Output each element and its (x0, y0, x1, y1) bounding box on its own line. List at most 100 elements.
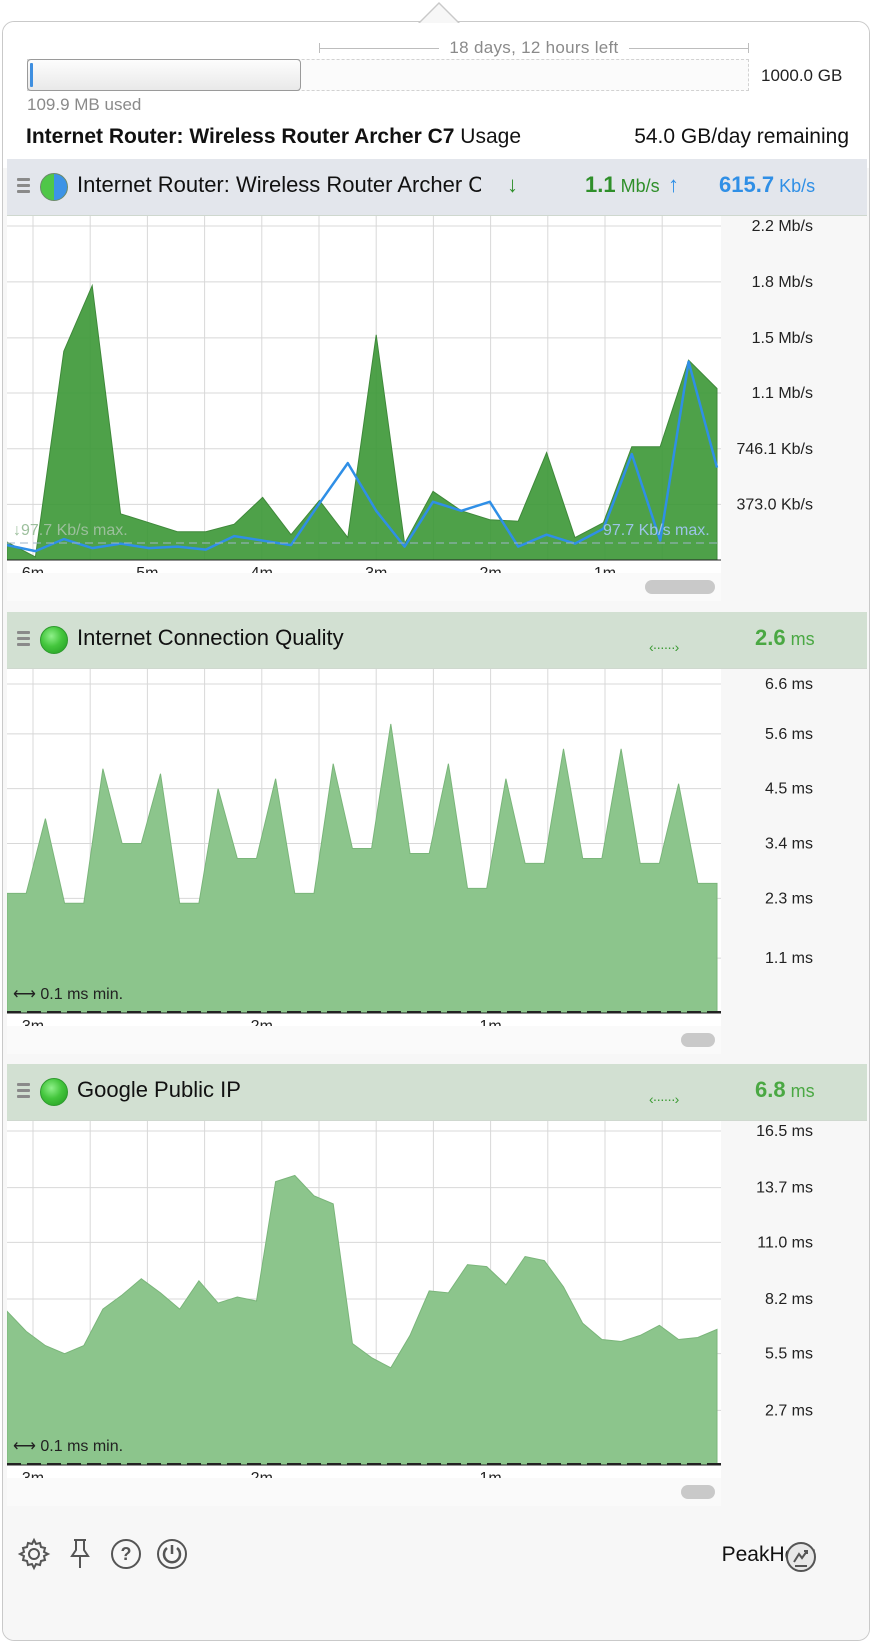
usage-suffix: Usage (454, 125, 522, 148)
monitor-router-title: Internet Router: Wireless Router Archer … (77, 172, 481, 197)
google-status-icon (40, 1078, 68, 1106)
google-latency-chart[interactable]: 2.7 ms 5.5 ms 8.2 ms 11.0 ms 13.7 ms 16.5 ms 3… (7, 1121, 867, 1478)
usage-remaining: 54.0 GB/day remaining (634, 125, 849, 148)
usage-used: 109.9 MB used (27, 95, 142, 114)
google-chart-scroll-thumb[interactable] (681, 1485, 715, 1499)
svg-text:?: ? (121, 1544, 132, 1564)
quality-latency-chart[interactable]: 1.1 ms 2.3 ms 3.4 ms 4.5 ms 5.6 ms 6.6 ms 3m 2m… (7, 669, 867, 1026)
x-axis-strip (7, 1465, 721, 1478)
min-label: ⟷ 0.1 ms min. (13, 986, 123, 1003)
days-left-label: 18 days, 12 hours left (439, 38, 629, 57)
y-tick-label: 746.1 Kb/s (737, 441, 814, 458)
upload-arrow-icon: ↑ (668, 172, 679, 197)
router-bandwidth-chart[interactable]: 373.0 Kb/s 746.1 Kb/s 1.1 Mb/s 1.5 Mb/s 1.8 … (7, 216, 867, 573)
monitor-router: Internet Router: Wireless Router Archer … (7, 159, 867, 606)
x-tick-label: 1m (479, 1470, 501, 1478)
days-left-indicator: 18 days, 12 hours left (319, 38, 749, 58)
google-latency-value: 6.8 (755, 1077, 786, 1102)
router-chart-scrollbar[interactable] (7, 573, 721, 601)
y-tick-label: 5.5 ms (765, 1346, 813, 1363)
y-tick-label: 13.7 ms (756, 1180, 813, 1197)
download-arrow-icon: ↓ (507, 172, 518, 197)
series-area-download (7, 283, 718, 561)
ping-icon: ‹······› (649, 639, 679, 655)
series-area-latency (7, 1174, 718, 1466)
x-tick-label: 2m (251, 1018, 273, 1026)
min-label: ⟷ 0.1 ms min. (13, 1438, 123, 1455)
x-tick-label: 6m (22, 565, 44, 573)
peakhour-logo-icon[interactable] (785, 1541, 817, 1573)
x-axis-strip (7, 1013, 721, 1026)
router-name: Internet Router: Wireless Router Archer … (26, 125, 455, 148)
upload-rate-value: 615.7 (719, 172, 775, 197)
quality-latency-value: 2.6 (755, 625, 786, 650)
usage-summary: 18 days, 12 hours left 1000.0 GB 109.9 M… (3, 22, 869, 168)
y-tick-label: 1.5 Mb/s (752, 330, 813, 347)
quality-latency-unit: ms (785, 629, 815, 649)
x-tick-label: 3m (22, 1018, 44, 1026)
x-tick-label: 3m (22, 1470, 44, 1478)
usage-bar-fill (27, 59, 302, 91)
x-tick-label: 5m (136, 565, 158, 573)
y-tick-label: 3.4 ms (765, 836, 813, 853)
grip-icon[interactable] (17, 1083, 31, 1101)
y-tick-label: 16.5 ms (756, 1123, 813, 1140)
y-tick-label: 2.7 ms (765, 1402, 813, 1419)
ping-icon: ‹······› (649, 1091, 679, 1107)
monitor-connection-quality: Internet Connection Quality ‹······› 2.6… (7, 612, 867, 1059)
max-label-right: 97.7 Kb/s max. (603, 522, 710, 539)
x-tick-label: 2m (251, 1470, 273, 1478)
y-tick-label: 11.0 ms (757, 1234, 813, 1251)
x-tick-label: 4m (251, 565, 273, 573)
google-latency-unit: ms (785, 1081, 815, 1101)
upload-rate: 615.7 Kb/s (719, 172, 815, 198)
monitor-quality-title: Internet Connection Quality (77, 625, 344, 650)
monitor-google-header[interactable]: Google Public IP ‹······› 6.8 ms (7, 1064, 867, 1121)
pin-icon[interactable] (63, 1537, 97, 1571)
x-tick-label: 1m (479, 1018, 501, 1026)
peakhour-popover: 18 days, 12 hours left 1000.0 GB 109.9 M… (2, 21, 870, 1641)
usage-total: 1000.0 GB (761, 66, 843, 85)
x-axis-strip (7, 560, 721, 573)
monitor-google-public-ip: Google Public IP ‹······› 6.8 ms 2.7 ms 5… (7, 1064, 867, 1511)
router-status-icon (40, 173, 68, 201)
x-tick-label: 3m (365, 565, 387, 573)
y-tick-label: 8.2 ms (765, 1291, 813, 1308)
series-area-latency (7, 723, 718, 1014)
grip-icon[interactable] (17, 178, 31, 196)
footer-toolbar: ? PeakHour (3, 1515, 869, 1640)
quality-chart-scrollbar[interactable] (7, 1026, 721, 1054)
popover-arrow-inner (420, 4, 458, 23)
quality-status-icon (40, 626, 68, 654)
router-chart-scroll-thumb[interactable] (645, 580, 715, 594)
y-tick-label: 1.1 Mb/s (752, 385, 813, 402)
download-rate-value: 1.1 (585, 172, 616, 197)
y-tick-label: 5.6 ms (765, 726, 813, 743)
download-rate: 1.1 Mb/s (585, 172, 660, 198)
grip-icon[interactable] (17, 631, 31, 649)
series-line-upload (7, 360, 719, 553)
y-tick-label: 1.8 Mb/s (752, 274, 813, 291)
y-tick-label: 6.6 ms (765, 676, 813, 693)
y-tick-label: 2.3 ms (765, 890, 813, 907)
quality-latency: 2.6 ms (755, 625, 815, 651)
max-label-left: ↓97.7 Kb/s max. (13, 522, 128, 539)
monitor-router-header[interactable]: Internet Router: Wireless Router Archer … (7, 159, 867, 216)
y-tick-label: 4.5 ms (765, 781, 813, 798)
power-icon[interactable] (155, 1537, 189, 1571)
gear-icon[interactable] (17, 1537, 51, 1571)
x-tick-label: 1m (594, 565, 616, 573)
y-tick-label: 373.0 Kb/s (737, 496, 814, 513)
usage-router-title: Internet Router: Wireless Router Archer … (26, 125, 521, 149)
x-tick-label: 2m (479, 565, 501, 573)
quality-chart-scroll-thumb[interactable] (681, 1033, 715, 1047)
y-tick-label: 2.2 Mb/s (752, 218, 813, 235)
download-rate-unit: Mb/s (615, 176, 660, 196)
upload-rate-unit: Kb/s (774, 176, 816, 196)
monitor-google-title: Google Public IP (77, 1077, 241, 1102)
y-tick-label: 1.1 ms (765, 950, 813, 967)
google-latency: 6.8 ms (755, 1077, 815, 1103)
help-icon[interactable]: ? (109, 1537, 143, 1571)
monitor-quality-header[interactable]: Internet Connection Quality ‹······› 2.6… (7, 612, 867, 669)
google-chart-scrollbar[interactable] (7, 1478, 721, 1506)
